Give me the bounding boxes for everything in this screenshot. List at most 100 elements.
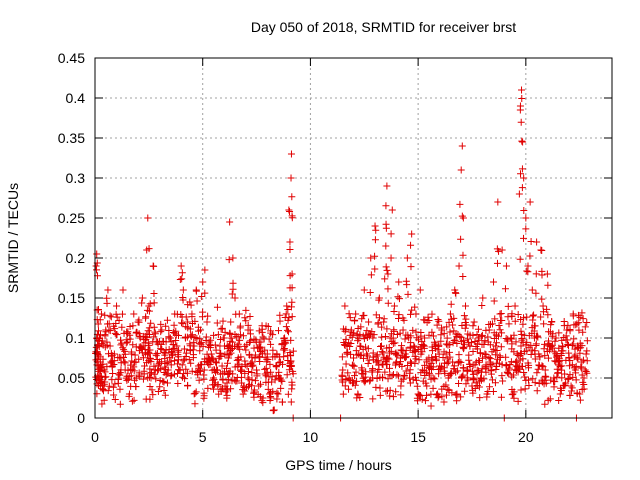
data-point [443,360,451,368]
data-point [496,352,504,360]
data-point [286,238,294,246]
data-point [498,316,506,324]
data-point [367,254,375,262]
data-point [498,329,506,337]
data-point [459,371,467,379]
data-point [282,310,290,318]
data-point [522,214,530,222]
data-point [508,391,516,399]
data-point [346,343,354,351]
data-point [97,379,105,387]
data-point [204,312,212,320]
data-point [530,322,538,330]
data-point [461,318,469,326]
data-point [204,384,212,392]
data-point [203,350,211,358]
data-point [153,356,161,364]
data-point [564,341,572,349]
data-point [181,375,189,383]
data-point [288,212,296,220]
data-point [483,393,491,401]
data-point [248,362,256,370]
data-point [544,354,552,362]
data-point [342,360,350,368]
data-point [199,278,207,286]
data-point [532,270,540,278]
data-point [171,357,179,365]
data-point [447,370,455,378]
data-point [459,337,467,345]
data-point [135,316,143,324]
data-point [569,312,577,320]
data-point [407,310,415,318]
data-point [580,385,588,393]
data-point [391,339,399,347]
data-point [518,86,526,94]
data-point [458,373,466,381]
data-point [582,368,590,376]
data-point [563,336,571,344]
data-point [248,382,256,390]
data-point [287,174,295,182]
data-point [388,206,396,214]
data-point [269,406,277,414]
data-point [339,366,347,374]
data-point [221,328,229,336]
data-point [356,331,364,339]
data-point [498,246,506,254]
data-point [152,375,160,383]
data-point [541,400,549,408]
data-point [573,354,581,362]
data-point [471,361,479,369]
data-point [195,376,203,384]
x-axis-label: GPS time / hours [285,457,392,473]
data-point [524,268,532,276]
data-point [223,364,231,372]
data-point [490,345,498,353]
data-point [170,370,178,378]
data-point [549,330,557,338]
data-point [575,319,583,327]
data-point [256,393,264,401]
data-point [147,319,155,327]
data-point [140,367,148,375]
data-point [397,391,405,399]
data-point [581,366,589,374]
data-point [403,254,411,262]
data-point [104,387,112,395]
data-point [367,271,375,279]
data-point [227,385,235,393]
data-point [429,384,437,392]
data-point [385,355,393,363]
data-point [432,357,440,365]
data-point [484,333,492,341]
data-point [497,310,505,318]
data-point [409,326,417,334]
data-point [517,170,525,178]
data-point [248,353,256,361]
data-point [200,375,208,383]
data-point [516,106,524,114]
data-point [415,356,423,364]
data-point [388,372,396,380]
data-point [552,334,560,342]
data-point [462,302,470,310]
data-point [223,394,231,402]
data-point [175,346,183,354]
data-point [387,230,395,238]
data-point [512,338,520,346]
data-point [145,324,153,332]
data-point [398,362,406,370]
data-point [187,301,195,309]
data-point [284,306,292,314]
data-point [459,214,467,222]
data-point [439,353,447,361]
data-point [496,326,504,334]
data-point [144,327,152,335]
data-point [362,368,370,376]
data-point [170,344,178,352]
data-point [372,311,380,319]
data-point [139,375,147,383]
data-point [470,318,478,326]
data-point [435,317,443,325]
